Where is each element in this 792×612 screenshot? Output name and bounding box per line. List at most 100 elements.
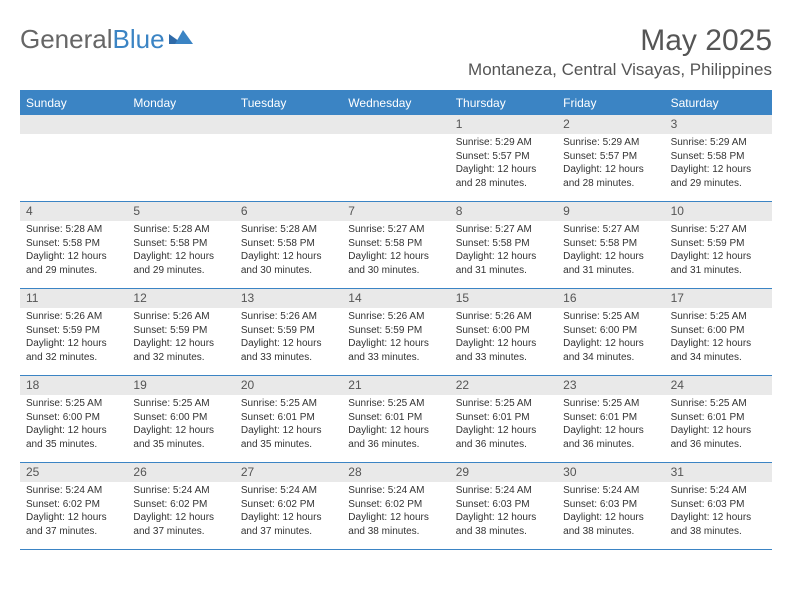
day-info: Sunrise: 5:24 AMSunset: 6:02 PMDaylight:… — [342, 482, 449, 542]
day-cell: 30Sunrise: 5:24 AMSunset: 6:03 PMDayligh… — [557, 463, 664, 549]
week-row: 11Sunrise: 5:26 AMSunset: 5:59 PMDayligh… — [20, 289, 772, 376]
day-number: 2 — [557, 115, 664, 134]
day-cell: 17Sunrise: 5:25 AMSunset: 6:00 PMDayligh… — [665, 289, 772, 375]
day-info: Sunrise: 5:29 AMSunset: 5:58 PMDaylight:… — [665, 134, 772, 194]
day-cell: 11Sunrise: 5:26 AMSunset: 5:59 PMDayligh… — [20, 289, 127, 375]
day-number: 4 — [20, 202, 127, 221]
day-cell: 23Sunrise: 5:25 AMSunset: 6:01 PMDayligh… — [557, 376, 664, 462]
day-number: 26 — [127, 463, 234, 482]
day-number: 3 — [665, 115, 772, 134]
day-cell: 24Sunrise: 5:25 AMSunset: 6:01 PMDayligh… — [665, 376, 772, 462]
day-number: 6 — [235, 202, 342, 221]
weekday-header-row: SundayMondayTuesdayWednesdayThursdayFrid… — [20, 92, 772, 115]
day-number — [235, 115, 342, 134]
day-cell: 21Sunrise: 5:25 AMSunset: 6:01 PMDayligh… — [342, 376, 449, 462]
day-number: 11 — [20, 289, 127, 308]
day-cell: 10Sunrise: 5:27 AMSunset: 5:59 PMDayligh… — [665, 202, 772, 288]
day-info: Sunrise: 5:26 AMSunset: 6:00 PMDaylight:… — [450, 308, 557, 368]
day-cell: 7Sunrise: 5:27 AMSunset: 5:58 PMDaylight… — [342, 202, 449, 288]
day-info: Sunrise: 5:26 AMSunset: 5:59 PMDaylight:… — [127, 308, 234, 368]
day-cell: 19Sunrise: 5:25 AMSunset: 6:00 PMDayligh… — [127, 376, 234, 462]
weeks-container: 1Sunrise: 5:29 AMSunset: 5:57 PMDaylight… — [20, 115, 772, 550]
day-number: 31 — [665, 463, 772, 482]
weekday-header: Friday — [557, 92, 664, 115]
day-info: Sunrise: 5:27 AMSunset: 5:59 PMDaylight:… — [665, 221, 772, 281]
day-info: Sunrise: 5:26 AMSunset: 5:59 PMDaylight:… — [20, 308, 127, 368]
day-number: 19 — [127, 376, 234, 395]
day-info: Sunrise: 5:24 AMSunset: 6:02 PMDaylight:… — [235, 482, 342, 542]
day-info: Sunrise: 5:24 AMSunset: 6:03 PMDaylight:… — [557, 482, 664, 542]
day-cell — [20, 115, 127, 201]
day-cell: 28Sunrise: 5:24 AMSunset: 6:02 PMDayligh… — [342, 463, 449, 549]
day-info: Sunrise: 5:25 AMSunset: 6:00 PMDaylight:… — [557, 308, 664, 368]
day-info: Sunrise: 5:29 AMSunset: 5:57 PMDaylight:… — [450, 134, 557, 194]
day-number: 18 — [20, 376, 127, 395]
weekday-header: Monday — [127, 92, 234, 115]
day-info: Sunrise: 5:25 AMSunset: 6:01 PMDaylight:… — [557, 395, 664, 455]
day-number: 21 — [342, 376, 449, 395]
day-info: Sunrise: 5:29 AMSunset: 5:57 PMDaylight:… — [557, 134, 664, 194]
day-cell: 20Sunrise: 5:25 AMSunset: 6:01 PMDayligh… — [235, 376, 342, 462]
day-cell: 2Sunrise: 5:29 AMSunset: 5:57 PMDaylight… — [557, 115, 664, 201]
day-number: 7 — [342, 202, 449, 221]
day-cell: 26Sunrise: 5:24 AMSunset: 6:02 PMDayligh… — [127, 463, 234, 549]
week-row: 1Sunrise: 5:29 AMSunset: 5:57 PMDaylight… — [20, 115, 772, 202]
day-cell — [235, 115, 342, 201]
day-cell: 8Sunrise: 5:27 AMSunset: 5:58 PMDaylight… — [450, 202, 557, 288]
day-cell: 5Sunrise: 5:28 AMSunset: 5:58 PMDaylight… — [127, 202, 234, 288]
day-number: 25 — [20, 463, 127, 482]
weekday-header: Wednesday — [342, 92, 449, 115]
day-cell: 22Sunrise: 5:25 AMSunset: 6:01 PMDayligh… — [450, 376, 557, 462]
day-info: Sunrise: 5:25 AMSunset: 6:00 PMDaylight:… — [665, 308, 772, 368]
day-info: Sunrise: 5:28 AMSunset: 5:58 PMDaylight:… — [235, 221, 342, 281]
day-number: 20 — [235, 376, 342, 395]
day-number: 22 — [450, 376, 557, 395]
day-info: Sunrise: 5:27 AMSunset: 5:58 PMDaylight:… — [450, 221, 557, 281]
logo-mark-icon — [169, 22, 195, 53]
day-cell: 31Sunrise: 5:24 AMSunset: 6:03 PMDayligh… — [665, 463, 772, 549]
day-info: Sunrise: 5:28 AMSunset: 5:58 PMDaylight:… — [20, 221, 127, 281]
weekday-header: Thursday — [450, 92, 557, 115]
day-cell: 15Sunrise: 5:26 AMSunset: 6:00 PMDayligh… — [450, 289, 557, 375]
day-info: Sunrise: 5:24 AMSunset: 6:03 PMDaylight:… — [450, 482, 557, 542]
day-number — [20, 115, 127, 134]
day-cell: 16Sunrise: 5:25 AMSunset: 6:00 PMDayligh… — [557, 289, 664, 375]
day-cell: 27Sunrise: 5:24 AMSunset: 6:02 PMDayligh… — [235, 463, 342, 549]
day-info: Sunrise: 5:25 AMSunset: 6:01 PMDaylight:… — [342, 395, 449, 455]
day-number: 13 — [235, 289, 342, 308]
week-row: 25Sunrise: 5:24 AMSunset: 6:02 PMDayligh… — [20, 463, 772, 550]
day-number: 8 — [450, 202, 557, 221]
day-number: 28 — [342, 463, 449, 482]
weekday-header: Tuesday — [235, 92, 342, 115]
day-number — [127, 115, 234, 134]
day-cell: 14Sunrise: 5:26 AMSunset: 5:59 PMDayligh… — [342, 289, 449, 375]
day-info: Sunrise: 5:27 AMSunset: 5:58 PMDaylight:… — [342, 221, 449, 281]
day-info: Sunrise: 5:27 AMSunset: 5:58 PMDaylight:… — [557, 221, 664, 281]
day-info: Sunrise: 5:26 AMSunset: 5:59 PMDaylight:… — [235, 308, 342, 368]
day-info: Sunrise: 5:25 AMSunset: 6:00 PMDaylight:… — [20, 395, 127, 455]
day-cell: 29Sunrise: 5:24 AMSunset: 6:03 PMDayligh… — [450, 463, 557, 549]
day-info: Sunrise: 5:25 AMSunset: 6:00 PMDaylight:… — [127, 395, 234, 455]
day-number: 30 — [557, 463, 664, 482]
day-number — [342, 115, 449, 134]
day-number: 14 — [342, 289, 449, 308]
location-text: Montaneza, Central Visayas, Philippines — [468, 60, 772, 80]
day-cell: 1Sunrise: 5:29 AMSunset: 5:57 PMDaylight… — [450, 115, 557, 201]
day-info: Sunrise: 5:24 AMSunset: 6:02 PMDaylight:… — [20, 482, 127, 542]
day-cell: 18Sunrise: 5:25 AMSunset: 6:00 PMDayligh… — [20, 376, 127, 462]
day-number: 10 — [665, 202, 772, 221]
day-info: Sunrise: 5:25 AMSunset: 6:01 PMDaylight:… — [665, 395, 772, 455]
day-number: 17 — [665, 289, 772, 308]
title-block: May 2025 Montaneza, Central Visayas, Phi… — [468, 24, 772, 80]
day-cell: 25Sunrise: 5:24 AMSunset: 6:02 PMDayligh… — [20, 463, 127, 549]
day-cell — [127, 115, 234, 201]
day-cell: 6Sunrise: 5:28 AMSunset: 5:58 PMDaylight… — [235, 202, 342, 288]
brand-part2: Blue — [113, 24, 165, 55]
day-cell: 13Sunrise: 5:26 AMSunset: 5:59 PMDayligh… — [235, 289, 342, 375]
calendar: SundayMondayTuesdayWednesdayThursdayFrid… — [20, 90, 772, 550]
weekday-header: Saturday — [665, 92, 772, 115]
day-cell: 3Sunrise: 5:29 AMSunset: 5:58 PMDaylight… — [665, 115, 772, 201]
day-cell: 4Sunrise: 5:28 AMSunset: 5:58 PMDaylight… — [20, 202, 127, 288]
day-info: Sunrise: 5:24 AMSunset: 6:02 PMDaylight:… — [127, 482, 234, 542]
day-number: 1 — [450, 115, 557, 134]
